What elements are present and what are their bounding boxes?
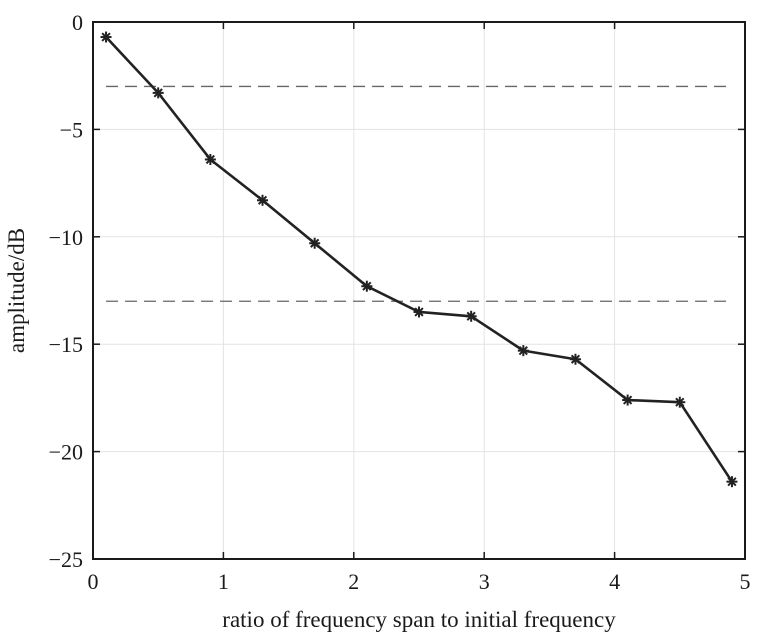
data-point — [569, 353, 581, 365]
y-tick-labels: 0 −5 −10 −15 −20 −25 — [49, 10, 83, 572]
marker-stroke — [101, 32, 111, 42]
marker-stroke — [518, 346, 528, 356]
x-tick-label: 5 — [740, 569, 751, 594]
x-tick-label: 3 — [479, 569, 490, 594]
data-point — [361, 280, 373, 292]
marker-stroke — [727, 477, 737, 487]
series-polyline — [105, 36, 734, 483]
marker-stroke — [466, 311, 476, 321]
data-point — [622, 394, 634, 406]
marker-stroke — [570, 354, 581, 364]
y-tick-label: −25 — [49, 547, 83, 572]
x-tick-label: 0 — [88, 569, 99, 594]
series-line — [105, 36, 734, 483]
grid — [92, 21, 746, 560]
x-tick-label: 4 — [609, 569, 620, 594]
x-tick-labels: 0 1 2 3 4 5 — [88, 569, 751, 594]
data-points — [100, 31, 738, 488]
data-point — [257, 194, 269, 206]
y-tick-label: 0 — [72, 10, 83, 35]
y-tick-label: −15 — [49, 332, 83, 357]
x-tick-label: 1 — [218, 569, 229, 594]
y-tick-label: −10 — [49, 225, 83, 250]
data-point — [309, 237, 321, 249]
data-point — [204, 153, 216, 165]
marker-stroke — [675, 397, 685, 407]
plot-frame — [92, 21, 746, 560]
data-point — [517, 345, 529, 357]
reference-lines — [106, 85, 733, 302]
marker-stroke — [153, 88, 163, 98]
x-tick-label: 2 — [348, 569, 359, 594]
marker-stroke — [257, 195, 268, 205]
y-tick-label: −5 — [60, 117, 83, 142]
marker-stroke — [205, 154, 215, 165]
marker-stroke — [362, 281, 372, 291]
x-axis-title: ratio of frequency span to initial frequ… — [222, 607, 616, 632]
y-tick-label: −20 — [49, 440, 83, 465]
marker-stroke — [623, 395, 633, 405]
data-point — [413, 306, 425, 318]
marker-stroke — [414, 307, 424, 317]
data-point — [726, 476, 738, 488]
data-point — [674, 396, 686, 408]
data-point — [465, 310, 477, 322]
y-axis-title: amplitude/dB — [4, 228, 29, 353]
marker-stroke — [310, 238, 320, 248]
data-point — [152, 87, 164, 99]
data-point — [100, 31, 112, 43]
axis-ticks — [92, 21, 746, 560]
